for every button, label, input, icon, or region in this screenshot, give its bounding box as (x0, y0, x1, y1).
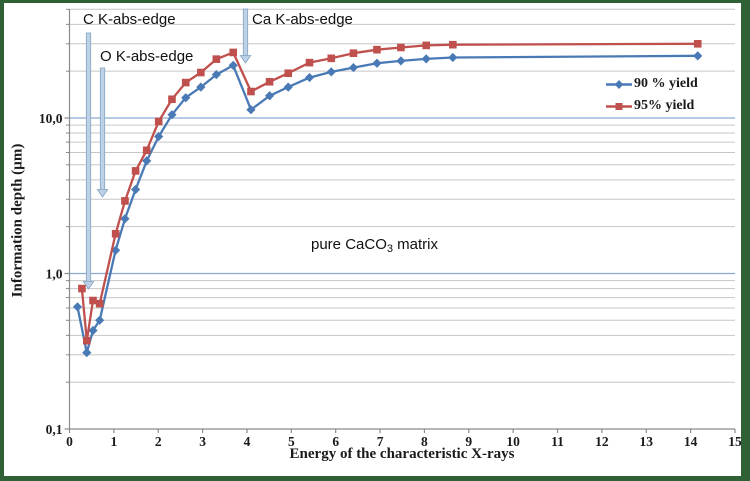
x-tick-label: 2 (155, 434, 162, 449)
marker-square-95-yield (181, 78, 190, 87)
marker-diamond-90-yield (211, 70, 221, 80)
down-arrow-shaft (242, 8, 249, 57)
matrix-label-suffix: matrix (393, 236, 438, 253)
marker-diamond-90-yield (264, 91, 275, 101)
marker-diamond-90-yield (326, 67, 336, 77)
down-arrow-shaft (99, 67, 106, 191)
marker-square-95-yield (449, 40, 457, 49)
marker-diamond-90-yield (372, 58, 382, 68)
x-tick-label: 12 (595, 434, 609, 449)
marker-square-95-yield (212, 55, 221, 63)
x-tick-label: 0 (66, 434, 73, 449)
marker-square-95-yield (284, 69, 293, 78)
marker-square-95-yield (247, 87, 255, 96)
x-axis-title: Energy of the characteristic X-rays (289, 446, 515, 462)
marker-square-95-yield (89, 296, 97, 305)
marker-square-95-yield (327, 54, 336, 63)
x-tick-label: 6 (332, 434, 339, 449)
matrix-label-subscript: 3 (386, 243, 393, 255)
marker-diamond-90-yield (246, 105, 256, 115)
marker-square-95-yield (131, 167, 140, 175)
legend-marker-square-icon (606, 102, 632, 110)
marker-diamond-90-yield (154, 131, 164, 142)
annotation-c-k-abs-edge: C K-abs-edge (83, 11, 176, 28)
marker-diamond-90-yield (283, 82, 293, 92)
x-tick-label: 9 (465, 434, 472, 449)
marker-diamond-90-yield (167, 110, 177, 120)
marker-diamond-90-yield (396, 56, 406, 66)
legend-marker-diamond-icon (606, 79, 632, 89)
x-tick-label: 8 (421, 434, 428, 449)
marker-square-95-yield (78, 284, 86, 293)
marker-square-95-yield (693, 39, 702, 48)
y-tick-label: 1,0 (46, 266, 63, 281)
x-tick-label: 14 (684, 434, 698, 449)
annotation-ca-k-abs-edge: Ca K-abs-edge (252, 11, 353, 28)
marker-square-95-yield (373, 45, 381, 54)
marker-diamond-90-yield (131, 184, 141, 195)
marker-square-95-yield (168, 95, 176, 104)
marker-diamond-90-yield (448, 52, 458, 63)
x-tick-label: 1 (110, 434, 117, 449)
marker-square-95-yield (397, 43, 405, 52)
marker-diamond-90-yield (348, 62, 359, 73)
x-tick-label: 15 (728, 434, 742, 449)
legend-label: 90 % yield (634, 76, 698, 91)
legend-item: 95% yield (606, 95, 698, 117)
y-tick-label: 10,0 (39, 111, 63, 126)
marker-square-95-yield (349, 49, 358, 58)
marker-diamond-90-yield (196, 82, 206, 92)
marker-square-95-yield (154, 117, 163, 126)
y-axis-title: Information depth (µm) (9, 143, 26, 298)
marker-square-95-yield (142, 146, 151, 155)
marker-square-95-yield (305, 58, 314, 67)
x-tick-label: 10 (506, 434, 520, 449)
legend-label: 95% yield (634, 98, 695, 113)
marker-diamond-90-yield (228, 60, 238, 70)
x-tick-label: 11 (551, 434, 564, 449)
marker-square-95-yield (265, 77, 274, 86)
marker-diamond-90-yield (693, 51, 703, 61)
down-arrow-head-icon (96, 189, 109, 198)
down-arrow-head-icon (239, 55, 252, 64)
x-tick-label: 4 (244, 434, 251, 449)
down-arrow-shaft (85, 32, 92, 283)
marker-diamond-90-yield (82, 347, 92, 358)
marker-square-95-yield (197, 68, 205, 77)
x-tick-label: 5 (288, 434, 295, 449)
marker-diamond-90-yield (421, 54, 431, 64)
annotation-o-k-abs-edge: O K-abs-edge (100, 48, 194, 65)
marker-square-95-yield (111, 230, 120, 238)
marker-diamond-90-yield (142, 156, 152, 166)
down-arrow-head-icon (82, 281, 95, 290)
marker-square-95-yield (229, 48, 238, 57)
marker-square-95-yield (83, 336, 91, 345)
x-tick-label: 13 (640, 434, 654, 449)
legend: 90 % yield 95% yield (606, 73, 698, 117)
marker-square-95-yield (422, 41, 431, 50)
marker-diamond-90-yield (95, 315, 105, 325)
marker-square-95-yield (121, 197, 129, 205)
annotation-matrix: pure CaCO3 matrix (311, 236, 438, 255)
y-tick-label: 0,1 (46, 422, 63, 437)
x-tick-label: 3 (199, 434, 206, 449)
marker-diamond-90-yield (72, 302, 83, 312)
marker-diamond-90-yield (120, 214, 130, 224)
legend-item: 90 % yield (606, 73, 698, 95)
marker-diamond-90-yield (181, 93, 191, 103)
matrix-label-text: pure CaCO (311, 236, 387, 253)
x-tick-label: 7 (377, 434, 384, 449)
marker-diamond-90-yield (304, 72, 315, 83)
marker-square-95-yield (95, 299, 104, 308)
marker-diamond-90-yield (88, 325, 98, 336)
